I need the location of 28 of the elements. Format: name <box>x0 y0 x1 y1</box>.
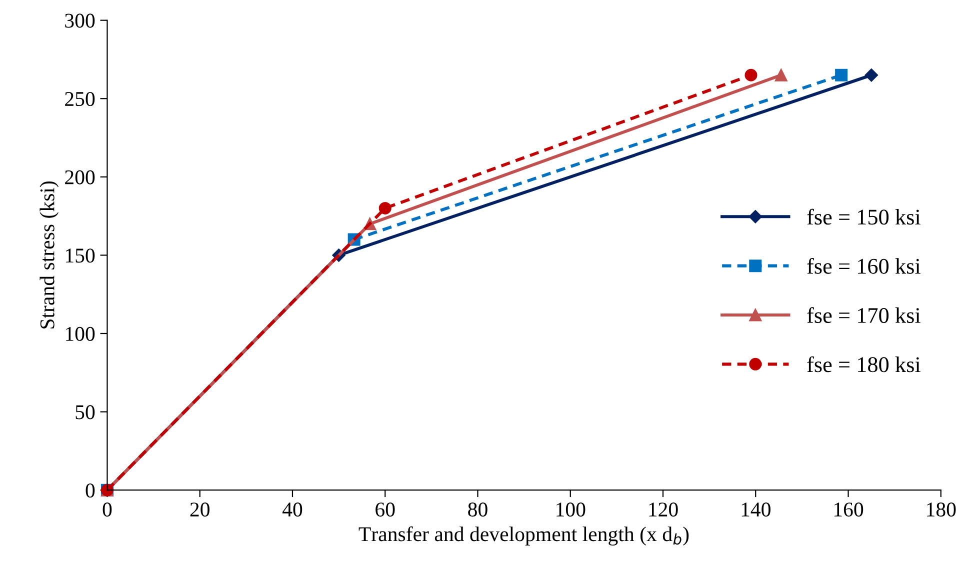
x-tick-label: 100 <box>556 502 586 517</box>
y-tick-label: 200 <box>65 170 95 184</box>
legend-label: fse = 180 ksi <box>807 356 920 372</box>
point <box>835 68 848 82</box>
point <box>744 68 758 82</box>
y-axis-title: Strand stress (ksi) <box>40 181 59 328</box>
y-tick-label: 150 <box>66 248 95 263</box>
point <box>774 68 788 82</box>
x-tick-label: 160 <box>834 502 864 517</box>
x-tick-label: 20 <box>190 502 210 517</box>
x-tick-label: 80 <box>468 502 488 517</box>
x-axis-title: Transfer and development length (x d$_{b}$) <box>358 526 689 546</box>
x-tick-label: 60 <box>376 502 395 517</box>
y-tick-label: 300 <box>65 14 95 28</box>
x-tick-label: 0 <box>102 502 112 517</box>
y-tick-label: 0 <box>86 483 95 498</box>
y-tick-label: 100 <box>66 326 95 341</box>
y-tick-label: 250 <box>65 92 95 106</box>
y-tick-label: 50 <box>76 405 95 420</box>
point <box>864 68 878 82</box>
x-tick-label: 180 <box>927 502 956 517</box>
x-tick-label: 40 <box>282 502 302 517</box>
legend-label: fse = 150 ksi <box>807 208 920 225</box>
point <box>378 202 392 214</box>
x-tick-label: 120 <box>649 502 678 517</box>
legend-label: fse = 160 ksi <box>807 258 920 274</box>
x-tick-label: 140 <box>742 502 770 517</box>
legend-label: fse = 170 ksi <box>807 307 920 324</box>
